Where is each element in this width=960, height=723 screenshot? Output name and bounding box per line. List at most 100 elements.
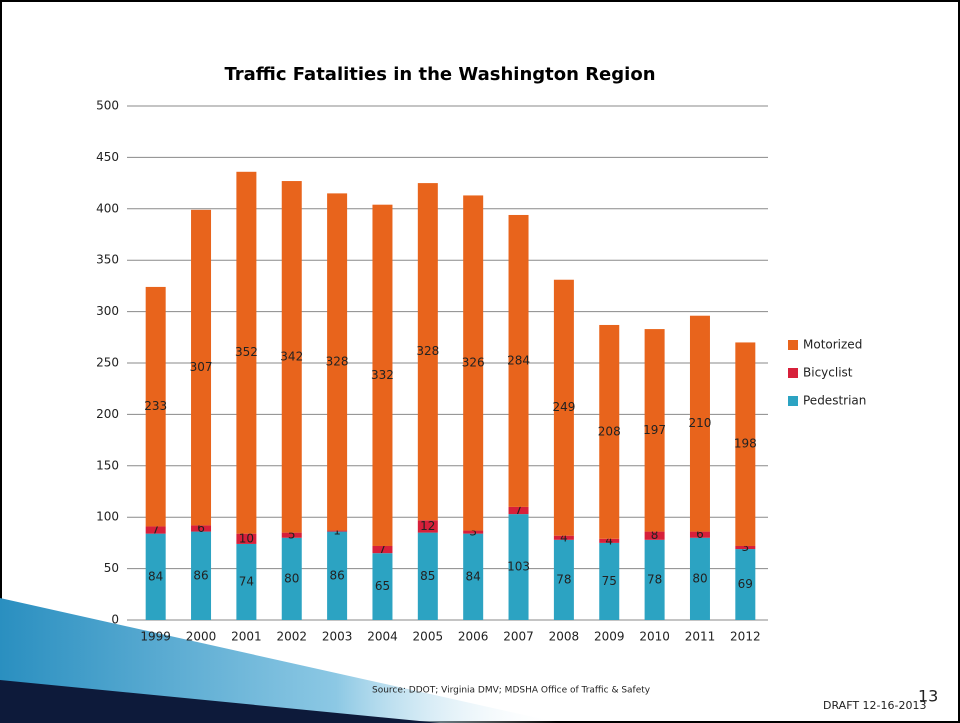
bar-segment — [689, 537, 710, 620]
data-label: 342 — [280, 349, 303, 363]
bar-segment — [327, 530, 348, 532]
x-tick-label: 2010 — [639, 630, 670, 644]
data-label: 65 — [375, 579, 390, 593]
data-label: 328 — [416, 344, 439, 358]
x-tick-label: 2012 — [730, 630, 761, 644]
x-tick-label: 2009 — [594, 630, 625, 644]
bar-segment — [689, 531, 710, 538]
bar-segment — [417, 520, 438, 533]
data-label: 86 — [329, 568, 344, 582]
bar-segment — [281, 532, 302, 538]
data-label: 4 — [560, 530, 568, 544]
data-label: 80 — [692, 571, 707, 585]
data-label: 328 — [326, 354, 349, 368]
bar-segment — [735, 545, 756, 550]
data-label: 332 — [371, 368, 394, 382]
data-label: 3 — [742, 540, 750, 554]
data-label: 307 — [190, 360, 213, 374]
bar-segment — [281, 181, 302, 533]
data-label: 198 — [734, 437, 757, 451]
decoration — [0, 598, 560, 723]
bar-segment — [191, 209, 212, 526]
bar-segment — [599, 324, 620, 539]
data-label: 103 — [507, 560, 530, 574]
legend-swatch — [788, 368, 798, 378]
x-tick-label: 2006 — [458, 630, 489, 644]
data-label: 86 — [193, 568, 208, 582]
y-tick-label: 250 — [96, 356, 119, 370]
bar-segment — [327, 193, 348, 531]
data-label: 8 — [651, 528, 659, 542]
data-label: 326 — [462, 356, 485, 370]
y-tick-label: 200 — [96, 407, 119, 421]
bar-segment — [191, 525, 212, 532]
bar-segment — [553, 539, 574, 620]
data-label: 4 — [605, 533, 613, 547]
bar-segment — [689, 315, 710, 532]
bar-segment — [735, 342, 756, 546]
legend-swatch — [788, 396, 798, 406]
data-label: 233 — [144, 399, 167, 413]
data-label: 6 — [696, 527, 704, 541]
bar-segment — [236, 533, 257, 544]
data-label: 197 — [643, 423, 666, 437]
bar-segment — [644, 531, 665, 540]
data-label: 84 — [466, 569, 481, 583]
page-number: 13 — [918, 687, 938, 706]
bar-segment — [145, 526, 166, 534]
bar-segment — [508, 214, 529, 507]
source-note: Source: DDOT; Virginia DMV; MDSHA Office… — [372, 686, 651, 696]
bar-segment — [553, 279, 574, 536]
bar-segment — [463, 533, 484, 620]
data-label: 84 — [148, 569, 163, 583]
data-label: 208 — [598, 424, 621, 438]
bar-segment — [508, 514, 529, 620]
y-tick-label: 300 — [96, 304, 119, 318]
bar-segment — [281, 537, 302, 620]
data-label: 74 — [239, 574, 254, 588]
bar-segment — [145, 286, 166, 527]
x-tick-label: 2002 — [276, 630, 307, 644]
data-label: 12 — [420, 519, 435, 533]
y-tick-label: 0 — [111, 613, 119, 627]
bar-segment — [236, 543, 257, 620]
y-tick-label: 50 — [104, 561, 119, 575]
data-label: 1 — [333, 524, 341, 538]
bar-segment — [372, 204, 393, 546]
bar-segment — [644, 329, 665, 532]
bar-segment — [417, 183, 438, 521]
data-label: 78 — [556, 572, 571, 586]
legend-label: Pedestrian — [803, 394, 866, 408]
y-tick-label: 450 — [96, 150, 119, 164]
bar-segment — [463, 195, 484, 531]
x-tick-label: 2003 — [322, 630, 353, 644]
x-tick-label: 2007 — [503, 630, 534, 644]
data-label: 85 — [420, 569, 435, 583]
data-label: 7 — [515, 503, 523, 517]
y-tick-label: 400 — [96, 201, 119, 215]
draft-label: DRAFT 12-16-2013 — [823, 699, 926, 712]
x-tick-label: 2005 — [413, 630, 444, 644]
y-tick-label: 350 — [96, 253, 119, 267]
data-label: 69 — [738, 577, 753, 591]
bar-segment — [236, 171, 257, 534]
bar-segment — [463, 530, 484, 534]
bar-segment — [644, 539, 665, 620]
x-tick-label: 1999 — [140, 630, 171, 644]
data-label: 7 — [379, 542, 387, 556]
data-label: 7 — [152, 523, 160, 537]
x-tick-label: 2008 — [549, 630, 580, 644]
data-label: 284 — [507, 353, 530, 367]
bar-segment — [735, 549, 756, 620]
bar-segment — [191, 531, 212, 620]
legend-swatch — [788, 340, 798, 350]
x-tick-label: 2011 — [685, 630, 716, 644]
bar-segment — [417, 532, 438, 620]
data-label: 3 — [469, 525, 477, 539]
bar-segment — [599, 538, 620, 543]
bar-segment — [508, 506, 529, 515]
data-label: 80 — [284, 571, 299, 585]
bar-segment — [599, 542, 620, 620]
x-tick-label: 2004 — [367, 630, 398, 644]
